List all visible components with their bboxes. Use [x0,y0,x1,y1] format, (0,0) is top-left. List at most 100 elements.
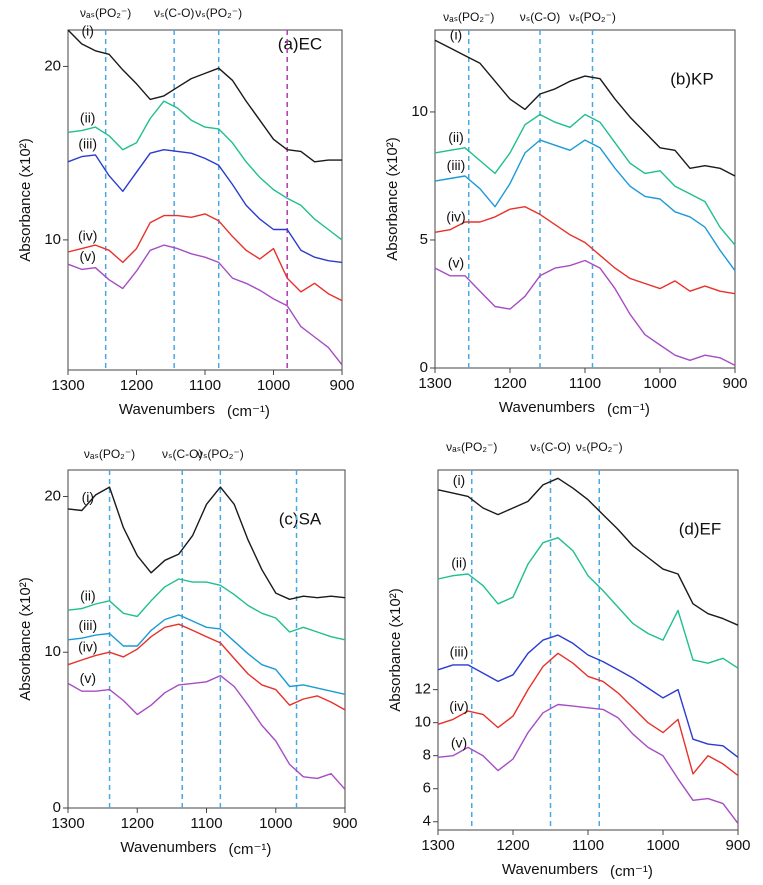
x-tick-label: 1200 [493,375,526,392]
series-label: (iii) [78,135,97,151]
series-label: (v) [80,670,96,686]
spectrum-line [67,674,346,790]
series-label: (i) [450,27,462,43]
x-tick-label: 1100 [572,837,604,854]
x-tick-label: 1200 [120,377,153,394]
x-axis-unit: (cm⁻¹) [610,863,653,880]
spectrum-line [67,213,343,302]
y-axis-label: Absorbance (x10²) [384,137,401,260]
series-label: (v) [448,255,464,271]
x-tick-label: 1000 [259,815,292,832]
band-label: νₐₛ(PO₂⁻) [446,440,497,454]
series-label: (ii) [80,109,96,125]
band-label: νₛ(C-O) [154,6,194,20]
x-tick-label: 1200 [496,837,529,854]
x-tick-label: 1000 [257,377,290,394]
band-label: νₛ(C-O) [530,440,570,454]
y-tick-label: 0 [53,799,61,816]
band-label: νₛ(PO₂⁻) [569,10,616,24]
y-tick-label: 10 [44,231,61,248]
spectrum-line [67,578,346,641]
spectrum-line [437,703,739,824]
plot-frame [67,29,343,371]
y-tick-label: 6 [423,780,431,797]
y-tick-label: 12 [414,681,431,698]
band-label: νₐₛ(PO₂⁻) [443,10,494,24]
spectrum-line [434,206,736,295]
band-label: νₐₛ(PO₂⁻) [84,447,135,461]
y-tick-label: 5 [420,231,428,248]
x-axis-label: Wavenumbers [499,399,595,416]
series-label: (iv) [446,208,465,224]
series-label: (iv) [78,227,97,243]
x-tick-label: 1000 [646,837,679,854]
x-tick-label: 1300 [421,837,454,854]
spectrum-line [437,477,739,626]
y-axis-label: Absorbance (x10²) [17,577,34,700]
spectrum-line [67,244,343,366]
series-label: (i) [82,489,94,505]
spectrum-line [67,29,342,163]
y-axis-label: Absorbance (x10²) [387,588,404,711]
x-tick-label: 1300 [51,815,84,832]
band-label: νₛ(PO₂⁻) [197,447,244,461]
x-tick-label: 1300 [418,375,451,392]
series-label: (iii) [79,617,98,633]
spectrum-line [67,100,343,241]
spectrum-line [67,614,346,695]
x-tick-label: 1100 [189,377,221,394]
x-axis-unit: (cm⁻¹) [227,403,270,420]
band-label: νₐₛ(PO₂⁻) [80,6,131,20]
spectrum-line [437,634,739,758]
x-axis-unit: (cm⁻¹) [229,841,272,858]
x-tick-label: 900 [329,377,354,394]
x-axis-label: Wavenumbers [120,839,216,856]
series-label: (i) [453,472,465,488]
spectrum-line [434,39,736,177]
y-tick-label: 0 [420,359,428,376]
y-tick-label: 20 [44,57,61,74]
x-tick-label: 1200 [121,815,154,832]
y-tick-label: 10 [411,103,428,120]
x-tick-label: 900 [725,837,750,854]
spectrum-line [434,113,736,246]
band-label: νₛ(C-O) [520,10,560,24]
y-tick-label: 8 [423,747,431,764]
panel-title: (a)EC [278,34,322,53]
series-label: (ii) [80,587,96,603]
x-axis-label: Wavenumbers [502,861,598,878]
spectrum-line [67,623,346,711]
y-tick-label: 10 [44,643,61,660]
series-label: (iii) [447,157,466,173]
x-tick-label: 1100 [190,815,222,832]
spectrum-line [67,486,346,600]
y-tick-label: 20 [44,487,61,504]
spectrum-line [437,537,739,669]
x-tick-label: 1100 [569,375,601,392]
panel-title: (d)EF [679,519,722,538]
x-tick-label: 900 [722,375,747,392]
x-tick-label: 1000 [643,375,676,392]
spectrum-line [434,139,736,272]
y-axis-label: Absorbance (x10²) [17,138,34,261]
series-label: (v) [80,248,96,264]
series-label: (iv) [78,639,97,655]
panel-title: (c)SA [279,509,322,528]
spectrum-line [434,259,736,367]
y-tick-label: 10 [414,714,431,731]
x-tick-label: 1300 [51,377,84,394]
series-label: (iii) [450,644,469,660]
x-axis-label: Wavenumbers [119,401,215,418]
series-label: (ii) [448,129,464,145]
band-label: νₛ(PO₂⁻) [576,440,623,454]
series-label: (iv) [449,698,468,714]
spectrum-line [67,149,343,264]
band-label: νₛ(C-O) [162,447,202,461]
series-label: (ii) [451,554,467,570]
x-tick-label: 900 [332,815,357,832]
series-label: (v) [451,734,467,750]
band-label: νₛ(PO₂⁻) [195,6,242,20]
series-label: (i) [81,23,93,39]
x-axis-unit: (cm⁻¹) [607,401,650,418]
